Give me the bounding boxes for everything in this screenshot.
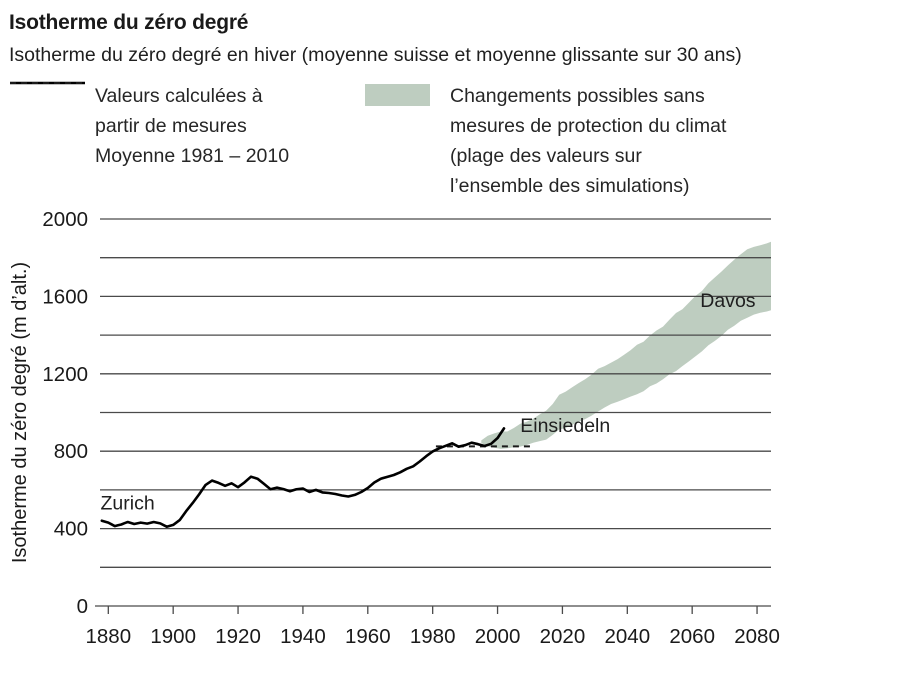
chart-subtitle: Isotherme du zéro degré en hiver (moyenn… [9, 44, 742, 66]
x-tick-label: 2080 [734, 625, 780, 648]
y-tick-label: 400 [54, 518, 88, 541]
y-tick-label: 800 [54, 440, 88, 463]
x-tick-label: 1960 [345, 625, 391, 648]
band-color-swatch [365, 84, 430, 106]
y-axis-title: Isotherme du zéro degré (m d’alt.) [9, 262, 31, 563]
station-label-einsiedeln: Einsiedeln [520, 415, 610, 437]
station-label-davos: Davos [700, 290, 756, 312]
legend-simulations: Changements possibles sans mesures de pr… [365, 81, 726, 201]
y-tick-label: 1200 [42, 363, 88, 386]
legend-band-line2: mesures de protection du climat [450, 115, 727, 137]
legend-band-line1: Changements possibles sans [450, 85, 705, 107]
x-tick-label: 2000 [475, 625, 521, 648]
legend-band-line4: l’ensemble des simulations) [450, 175, 690, 197]
legend-item-band: Changements possibles sans mesures de pr… [365, 81, 726, 201]
y-tick-label: 1600 [42, 285, 88, 308]
mean-line-swatch [10, 82, 95, 150]
x-tick-label: 1940 [280, 625, 326, 648]
x-tick-label: 2020 [540, 625, 586, 648]
x-tick-label: 1920 [215, 625, 261, 648]
x-tick-label: 1880 [85, 625, 131, 648]
legend-mean-label: Moyenne 1981 – 2010 [95, 145, 290, 167]
x-tick-label: 1980 [410, 625, 456, 648]
measured-line [100, 427, 506, 529]
page-title: Isotherme du zéro degré [9, 11, 249, 34]
legend-band-line3: (plage des valeurs sur [450, 145, 642, 167]
legend-item-measured: Valeurs calculées à partir de mesures [10, 81, 289, 141]
y-tick-label: 0 [77, 595, 88, 618]
y-tick-label: 2000 [42, 208, 88, 231]
x-tick-label: 2040 [604, 625, 650, 648]
legend-measured-line2: partir de mesures [95, 115, 247, 137]
x-tick-label: 2060 [669, 625, 715, 648]
dashed-line-icon [10, 82, 85, 84]
legend-item-mean: Moyenne 1981 – 2010 [10, 82, 290, 171]
simulation-band [481, 241, 771, 449]
station-label-zurich: Zurich [101, 492, 155, 514]
legend-measured-line1: Valeurs calculées à [95, 85, 263, 107]
x-tick-label: 1900 [150, 625, 196, 648]
legend-measurements: Valeurs calculées à partir de mesures Mo… [10, 81, 289, 171]
